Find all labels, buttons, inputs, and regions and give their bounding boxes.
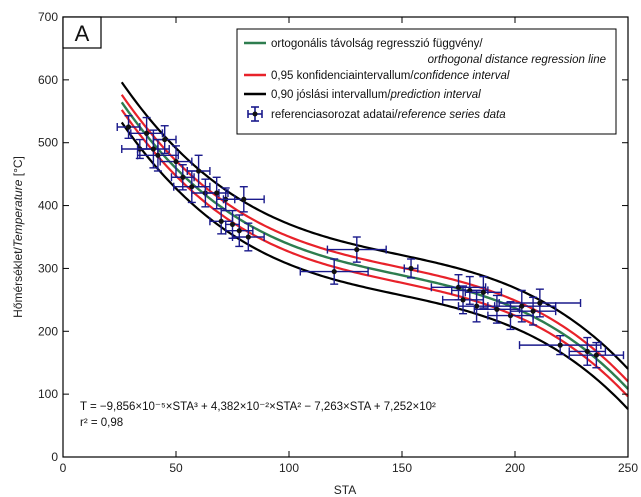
y-axis-title-en: Temperature bbox=[11, 179, 25, 247]
legend-regression-label-en: orthogonal distance regression line bbox=[428, 54, 606, 66]
data-point bbox=[403, 258, 419, 279]
data-point bbox=[509, 296, 557, 326]
data-marker bbox=[494, 306, 500, 312]
data-point bbox=[116, 114, 141, 140]
data-marker bbox=[593, 352, 599, 358]
data-marker bbox=[196, 168, 202, 174]
data-point bbox=[170, 164, 195, 191]
data-point bbox=[568, 341, 625, 369]
legend-confidence-label: 0,95 konfidenciaintervallum/confidence i… bbox=[271, 70, 510, 82]
data-marker bbox=[125, 124, 132, 130]
data-point bbox=[498, 288, 582, 318]
legend: ortogonális távolság regresszió függvény… bbox=[236, 28, 617, 135]
data-marker bbox=[331, 268, 337, 275]
y-axis-title: Hőmérséklet/Temperature [°C] bbox=[11, 156, 25, 318]
y-tick-label: 400 bbox=[38, 199, 58, 213]
data-point bbox=[136, 129, 170, 169]
panel-label-box: A bbox=[62, 16, 102, 49]
y-tick-label: 600 bbox=[38, 73, 58, 87]
y-tick-label: 0 bbox=[51, 450, 58, 464]
data-point bbox=[152, 125, 177, 155]
legend-prediction-label: 0,90 jóslási intervallum/prediction inte… bbox=[271, 89, 481, 101]
data-point bbox=[299, 258, 369, 285]
data-point bbox=[451, 275, 489, 305]
data-point bbox=[326, 236, 387, 263]
data-marker bbox=[155, 152, 161, 158]
x-tick-label: 100 bbox=[279, 461, 299, 475]
data-marker bbox=[537, 300, 543, 306]
legend-data-en: reference series data bbox=[398, 109, 506, 121]
x-axis-title: STA bbox=[334, 483, 356, 497]
x-tick-label: 150 bbox=[392, 461, 412, 475]
data-marker bbox=[480, 289, 486, 295]
y-axis-title-hu: Hőmérséklet/ bbox=[11, 247, 25, 318]
legend-confidence-en: confidence interval bbox=[414, 70, 510, 82]
legend-data-hu: referenciasorozat adatai/ bbox=[271, 109, 398, 121]
r-squared: r² = 0,98 bbox=[80, 417, 123, 429]
legend-prediction-hu: 0,90 jóslási intervallum/ bbox=[271, 89, 391, 101]
legend-swatch-data bbox=[247, 106, 263, 122]
data-marker bbox=[214, 190, 220, 196]
data-marker bbox=[557, 342, 563, 348]
regression-equation: T = −9,856×10⁻⁵×STA³ + 4,382×10⁻²×STA² −… bbox=[80, 401, 436, 413]
y-tick-label: 100 bbox=[38, 387, 58, 401]
confidence-lower-line bbox=[120, 109, 629, 398]
confidence-upper-line bbox=[120, 94, 629, 383]
legend-confidence-hu: 0,95 konfidenciaintervallum/ bbox=[271, 70, 414, 82]
data-marker bbox=[218, 218, 224, 224]
data-marker bbox=[144, 130, 150, 136]
data-marker bbox=[236, 228, 242, 234]
data-marker bbox=[180, 174, 186, 180]
curves-layer bbox=[120, 81, 629, 410]
data-point bbox=[136, 138, 179, 172]
legend-data-label: referenciasorozat adatai/reference serie… bbox=[271, 109, 506, 121]
data-point bbox=[186, 154, 211, 188]
data-points-layer bbox=[116, 114, 625, 369]
plot-frame bbox=[62, 16, 629, 458]
x-tick-label: 250 bbox=[618, 461, 638, 475]
data-marker bbox=[519, 303, 525, 309]
data-marker bbox=[460, 297, 466, 303]
prediction-lower-line bbox=[120, 121, 629, 410]
axis-ticks-layer: 0 50 100 150 200 250 0 100 200 300 400 500 600 700 bbox=[38, 10, 638, 475]
y-tick-label: 200 bbox=[38, 324, 58, 338]
y-axis-title-unit: [°C] bbox=[11, 156, 25, 179]
data-marker bbox=[150, 146, 156, 152]
x-tick-label: 0 bbox=[60, 461, 67, 475]
data-marker bbox=[408, 265, 414, 272]
data-marker bbox=[189, 184, 195, 190]
legend-regression-label: ortogonális távolság regresszió függvény… bbox=[271, 38, 483, 50]
data-point bbox=[487, 289, 557, 323]
data-marker bbox=[245, 234, 251, 240]
data-point bbox=[473, 294, 521, 324]
y-tick-label: 300 bbox=[38, 261, 58, 275]
x-tick-label: 200 bbox=[505, 461, 525, 475]
data-point bbox=[231, 222, 265, 252]
data-marker bbox=[584, 348, 590, 354]
panel-label: A bbox=[75, 21, 90, 46]
data-point bbox=[464, 275, 503, 309]
data-point bbox=[173, 170, 211, 204]
data-marker bbox=[162, 136, 168, 143]
data-marker bbox=[507, 312, 514, 319]
legend-prediction-en: prediction interval bbox=[390, 89, 482, 101]
data-marker bbox=[354, 246, 360, 253]
data-point bbox=[457, 289, 496, 323]
data-marker bbox=[473, 303, 480, 309]
data-marker bbox=[173, 158, 179, 165]
legend-frame bbox=[236, 28, 617, 135]
x-tick-label: 50 bbox=[169, 461, 183, 475]
data-marker bbox=[229, 221, 236, 228]
data-point bbox=[222, 186, 265, 213]
y-tick-label: 700 bbox=[38, 10, 58, 24]
y-tick-label: 500 bbox=[38, 136, 58, 150]
data-marker bbox=[241, 196, 247, 202]
panel-label-frame bbox=[62, 16, 102, 49]
data-marker bbox=[530, 308, 536, 314]
regression-line bbox=[120, 101, 629, 390]
data-point bbox=[568, 336, 607, 366]
